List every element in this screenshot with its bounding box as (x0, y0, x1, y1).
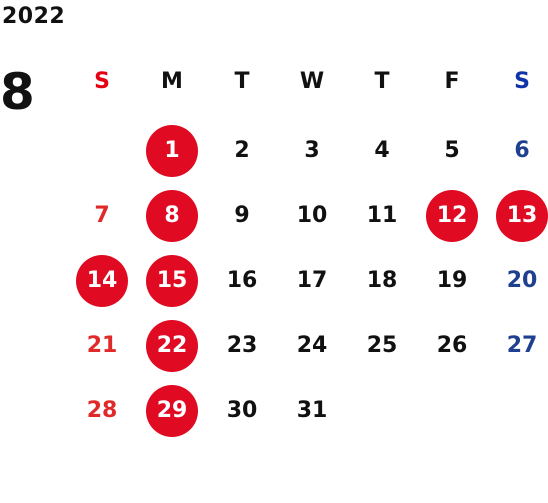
weekday-header-2: T (234, 69, 250, 94)
day-cell[interactable]: 31 (296, 398, 328, 423)
day-cell-highlighted[interactable]: 8 (146, 190, 198, 242)
day-cell[interactable]: 7 (94, 203, 110, 228)
day-cell[interactable]: 16 (226, 268, 258, 293)
day-cell[interactable]: 2 (234, 138, 250, 163)
day-cell[interactable]: 30 (226, 398, 258, 423)
day-cell-highlighted[interactable]: 14 (76, 255, 128, 307)
day-cell[interactable]: 6 (514, 138, 530, 163)
day-cell[interactable]: 26 (436, 333, 468, 358)
weekday-header-1: M (161, 69, 183, 94)
day-cell[interactable]: 9 (234, 203, 250, 228)
day-cell-highlighted[interactable]: 13 (496, 190, 548, 242)
day-cell[interactable]: 4 (374, 138, 390, 163)
day-cell[interactable]: 23 (226, 333, 258, 358)
day-cell[interactable]: 17 (296, 268, 328, 293)
weekday-header-6: S (514, 69, 530, 94)
day-cell-highlighted[interactable]: 1 (146, 125, 198, 177)
day-cell[interactable]: 5 (444, 138, 460, 163)
weekday-header-4: T (374, 69, 390, 94)
day-cell[interactable]: 28 (86, 398, 118, 423)
day-cell[interactable]: 20 (506, 268, 538, 293)
day-cell[interactable]: 24 (296, 333, 328, 358)
weekday-header-0: S (94, 69, 110, 94)
calendar-year: 2022 (2, 4, 66, 29)
day-cell-highlighted[interactable]: 15 (146, 255, 198, 307)
weekday-header-3: W (299, 69, 325, 94)
day-cell-highlighted[interactable]: 12 (426, 190, 478, 242)
day-cell[interactable]: 10 (296, 203, 328, 228)
day-cell-highlighted[interactable]: 22 (146, 320, 198, 372)
day-cell[interactable]: 3 (304, 138, 320, 163)
day-cell[interactable]: 21 (86, 333, 118, 358)
weekday-header-5: F (444, 69, 460, 94)
calendar-month: 8 (0, 63, 35, 121)
day-cell[interactable]: 18 (366, 268, 398, 293)
day-cell[interactable]: 11 (366, 203, 398, 228)
day-cell[interactable]: 27 (506, 333, 538, 358)
day-cell-highlighted[interactable]: 29 (146, 385, 198, 437)
day-cell[interactable]: 25 (366, 333, 398, 358)
day-cell[interactable]: 19 (436, 268, 468, 293)
